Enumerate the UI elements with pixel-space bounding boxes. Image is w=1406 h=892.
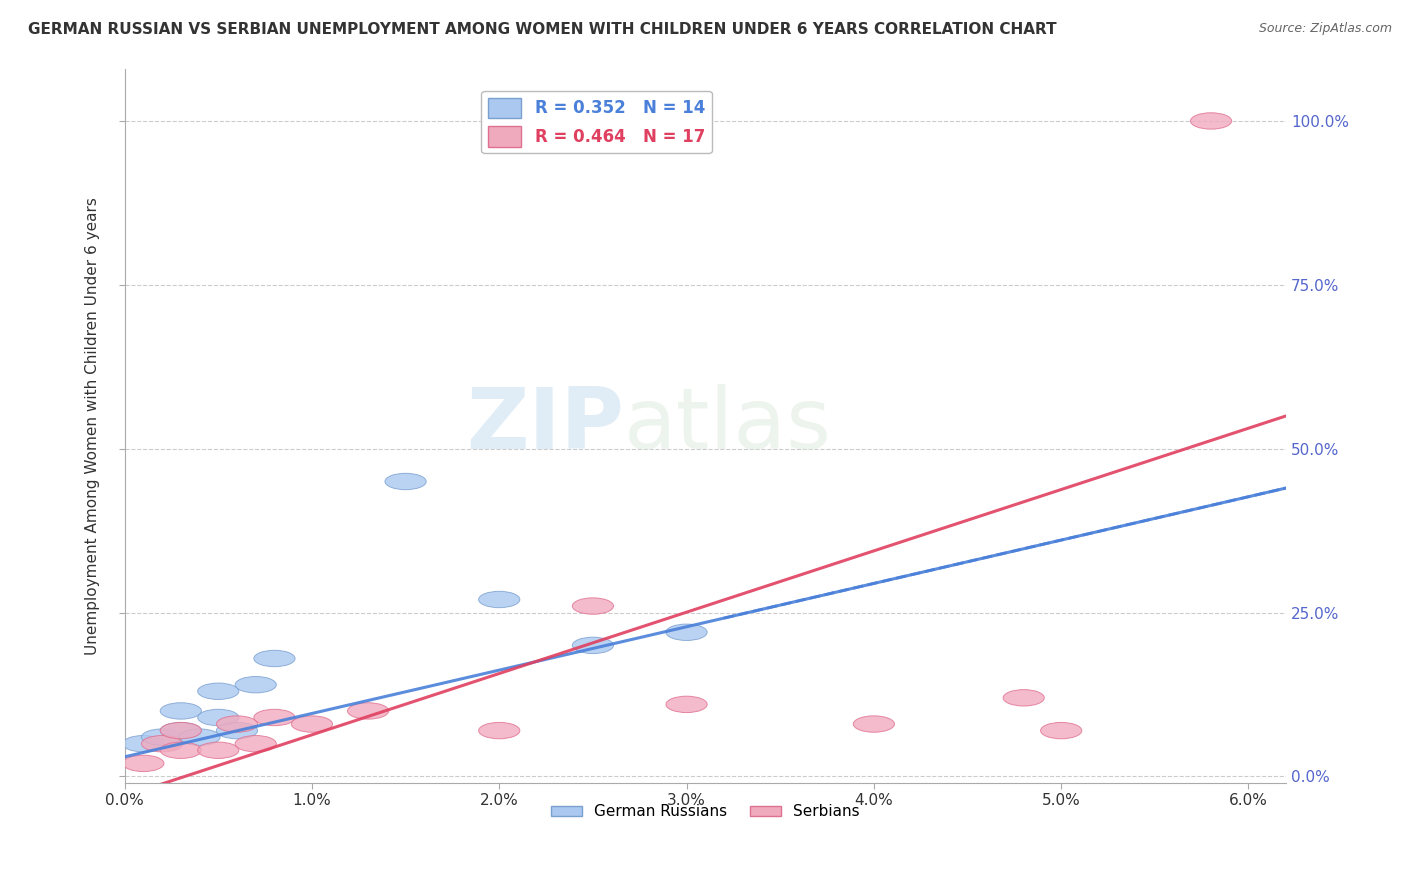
Ellipse shape [347, 703, 388, 719]
Text: GERMAN RUSSIAN VS SERBIAN UNEMPLOYMENT AMONG WOMEN WITH CHILDREN UNDER 6 YEARS C: GERMAN RUSSIAN VS SERBIAN UNEMPLOYMENT A… [28, 22, 1057, 37]
Ellipse shape [254, 709, 295, 726]
Ellipse shape [217, 723, 257, 739]
Ellipse shape [385, 474, 426, 490]
Ellipse shape [160, 703, 201, 719]
Legend: German Russians, Serbians: German Russians, Serbians [546, 798, 866, 825]
Ellipse shape [478, 591, 520, 607]
Text: Source: ZipAtlas.com: Source: ZipAtlas.com [1258, 22, 1392, 36]
Ellipse shape [1040, 723, 1081, 739]
Ellipse shape [1002, 690, 1045, 706]
Y-axis label: Unemployment Among Women with Children Under 6 years: Unemployment Among Women with Children U… [86, 197, 100, 655]
Ellipse shape [666, 624, 707, 640]
Ellipse shape [160, 742, 201, 758]
Ellipse shape [160, 723, 201, 739]
Text: ZIP: ZIP [467, 384, 624, 467]
Ellipse shape [572, 598, 613, 615]
Ellipse shape [142, 729, 183, 746]
Ellipse shape [235, 736, 277, 752]
Ellipse shape [142, 736, 183, 752]
Ellipse shape [254, 650, 295, 666]
Ellipse shape [122, 736, 165, 752]
Ellipse shape [1191, 112, 1232, 129]
Ellipse shape [666, 696, 707, 713]
Ellipse shape [198, 683, 239, 699]
Ellipse shape [122, 756, 165, 772]
Ellipse shape [572, 637, 613, 654]
Ellipse shape [198, 709, 239, 726]
Ellipse shape [198, 742, 239, 758]
Ellipse shape [235, 676, 277, 693]
Ellipse shape [179, 729, 221, 746]
Text: atlas: atlas [624, 384, 832, 467]
Ellipse shape [853, 716, 894, 732]
Ellipse shape [160, 723, 201, 739]
Ellipse shape [217, 716, 257, 732]
Ellipse shape [291, 716, 333, 732]
Ellipse shape [478, 723, 520, 739]
